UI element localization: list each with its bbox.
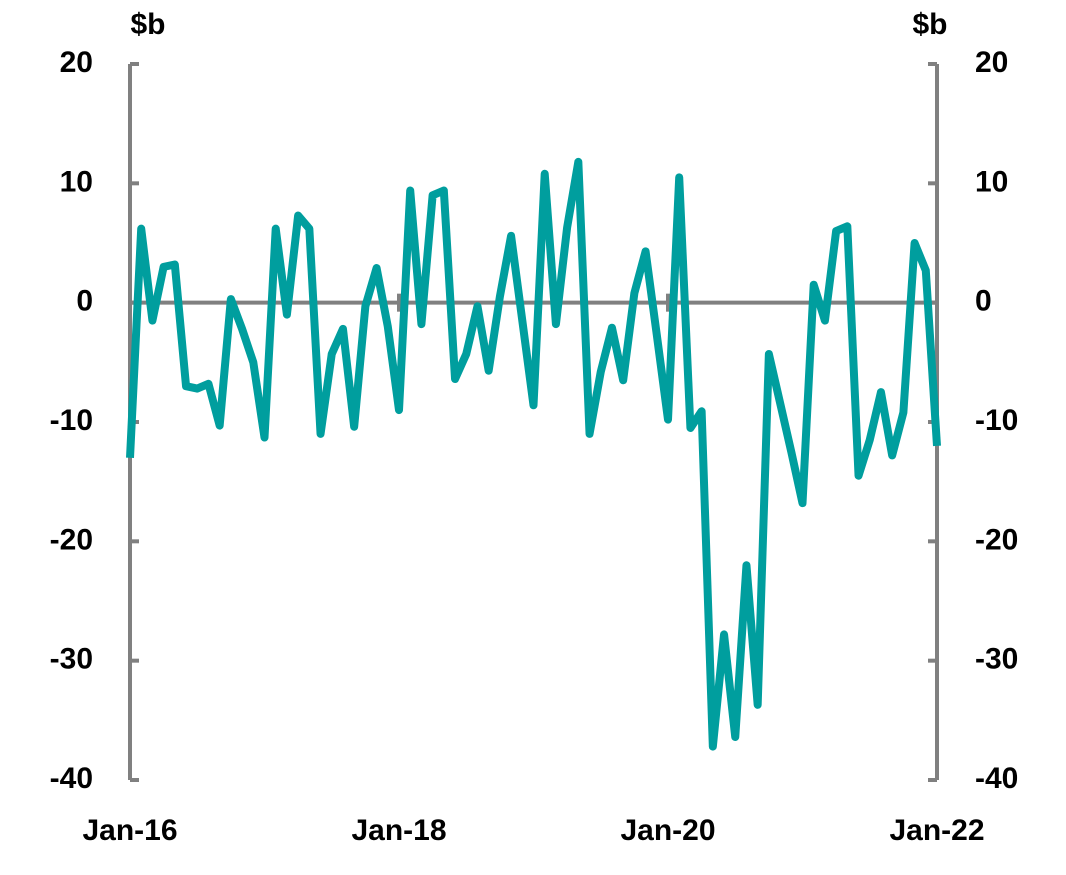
x-tick-label: Jan-18	[351, 814, 446, 847]
x-tick-label: Jan-16	[82, 814, 177, 847]
y-tick-label: -40	[50, 762, 93, 795]
y-tick-label: 20	[60, 46, 93, 79]
x-tick-label: Jan-22	[889, 814, 984, 847]
y-tick-label: -20	[50, 523, 93, 556]
y2-tick-label: -20	[975, 523, 1018, 556]
y-tick-label: 10	[60, 165, 93, 198]
y2-tick-label: -40	[975, 762, 1018, 795]
y2-axis-label: $b	[912, 8, 947, 41]
y2-tick-label: -30	[975, 643, 1018, 676]
y2-tick-label: 0	[975, 285, 992, 318]
x-tick-label: Jan-20	[620, 814, 715, 847]
y-tick-label: -30	[50, 643, 93, 676]
y-axis-label: $b	[130, 8, 165, 41]
y2-tick-label: -10	[975, 404, 1018, 437]
y-tick-label: -10	[50, 404, 93, 437]
y2-tick-label: 20	[975, 46, 1008, 79]
y-tick-label: 0	[76, 285, 93, 318]
data-line	[126, 157, 941, 751]
y2-tick-label: 10	[975, 165, 1008, 198]
